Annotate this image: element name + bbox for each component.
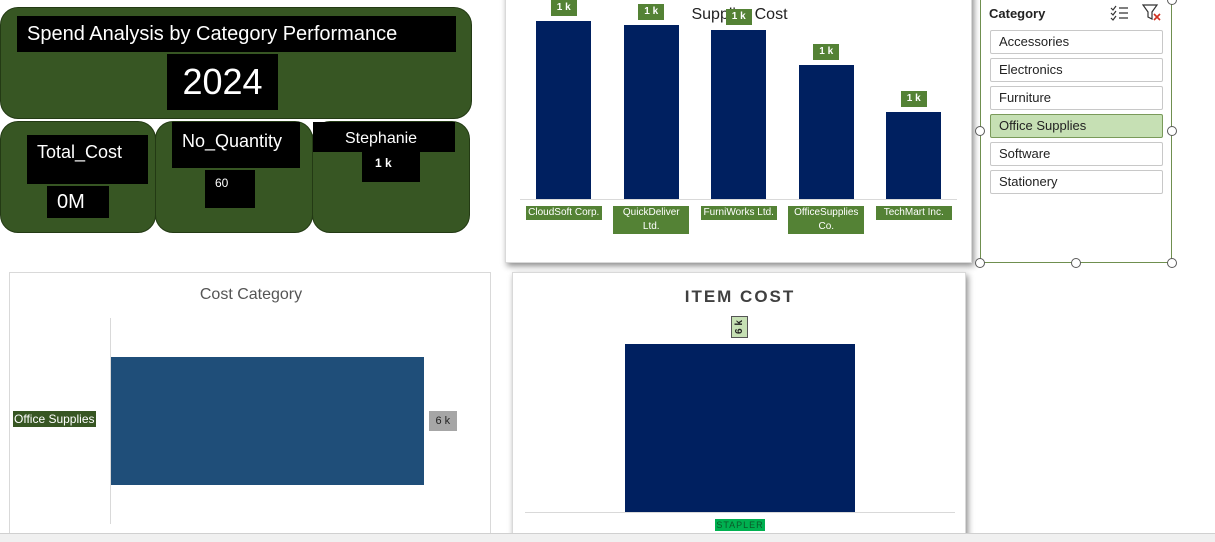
- kpi-quantity-card: No_Quantity 60: [155, 121, 313, 233]
- item-cost-axis: [525, 512, 955, 513]
- sheet-tab-bar[interactable]: [0, 533, 1215, 542]
- supplier-data-label: 1 k: [900, 90, 927, 107]
- slicer-item-electronics[interactable]: Electronics: [990, 58, 1163, 82]
- supplier-data-label: 1 k: [550, 0, 577, 17]
- kpi-name-label: Stephanie: [313, 122, 455, 152]
- item-cost-plot: 6 k STAPLER: [513, 273, 967, 542]
- slicer-item-accessories[interactable]: Accessories: [990, 30, 1163, 54]
- cost-category-plot: 6 k Office Supplies: [10, 273, 492, 542]
- kpi-quantity-label: No_Quantity: [172, 122, 300, 168]
- supplier-bar[interactable]: [798, 64, 854, 199]
- kpi-total-cost-label: Total_Cost: [27, 135, 148, 184]
- supplier-cost-chart[interactable]: Supplier Cost 1 k CloudSoft Corp. 1 k Quick…: [505, 0, 972, 263]
- kpi-quantity-value: 60: [205, 170, 255, 208]
- supplier-bar[interactable]: [623, 24, 679, 199]
- supplier-category-label: OfficeSupplies Co.: [788, 206, 865, 234]
- item-cost-data-label: 6 k: [731, 316, 748, 339]
- cost-category-label: Office Supplies: [13, 411, 96, 427]
- supplier-data-label: 1 k: [725, 8, 752, 25]
- multi-select-icon[interactable]: [1110, 5, 1130, 21]
- resize-handle[interactable]: [1167, 0, 1177, 5]
- resize-handle[interactable]: [1071, 258, 1081, 268]
- supplier-category-label: TechMart Inc.: [875, 206, 952, 220]
- resize-handle[interactable]: [1167, 258, 1177, 268]
- supplier-category-label: QuickDeliver Ltd.: [613, 206, 690, 234]
- slicer-item-software[interactable]: Software: [990, 142, 1163, 166]
- kpi-total-cost-value: 0M: [47, 186, 109, 218]
- resize-handle[interactable]: [975, 258, 985, 268]
- cost-category-axis: [110, 318, 111, 524]
- supplier-cost-plot: 1 k CloudSoft Corp. 1 k QuickDeliver Ltd. 1 …: [506, 0, 973, 264]
- cost-category-bar[interactable]: [111, 357, 424, 485]
- supplier-data-label: 1 k: [813, 43, 840, 60]
- year-value: 2024: [167, 54, 278, 110]
- supplier-data-label: 1 k: [638, 3, 665, 20]
- supplier-bar[interactable]: [711, 29, 767, 199]
- cost-category-chart[interactable]: Cost Category 6 k Office Supplies: [9, 272, 491, 542]
- resize-handle[interactable]: [1167, 126, 1177, 136]
- clear-filter-icon[interactable]: [1141, 4, 1162, 22]
- supplier-category-label: FurniWorks Ltd.: [700, 206, 777, 220]
- resize-handle[interactable]: [975, 126, 985, 136]
- page-title: Spend Analysis by Category Performance: [17, 16, 456, 52]
- cost-category-chart-title: Cost Category: [199, 286, 303, 303]
- slicer-item-stationery[interactable]: Stationery: [990, 170, 1163, 194]
- slicer-item-office-supplies[interactable]: Office Supplies: [990, 114, 1163, 138]
- supplier-cost-axis: [520, 199, 957, 200]
- category-slicer[interactable]: Category Accessories Electronics Furniture…: [975, 0, 1177, 268]
- cost-category-data-label: 6 k: [428, 411, 457, 431]
- supplier-bar[interactable]: [536, 21, 592, 199]
- item-cost-chart[interactable]: ITEM COST 6 k STAPLER: [512, 272, 966, 542]
- supplier-bar[interactable]: [886, 111, 942, 199]
- kpi-total-cost-card: Total_Cost 0M: [0, 121, 156, 233]
- slicer-title: Category: [989, 6, 1046, 21]
- kpi-name-card: Stephanie 1 k: [312, 121, 470, 233]
- item-cost-category-label: STAPLER: [715, 519, 765, 531]
- item-cost-bar[interactable]: [625, 344, 855, 512]
- kpi-name-value: 1 k: [362, 152, 420, 182]
- slicer-item-furniture[interactable]: Furniture: [990, 86, 1163, 110]
- item-cost-chart-title: ITEM COST: [684, 287, 796, 306]
- supplier-category-label: CloudSoft Corp.: [525, 206, 602, 220]
- title-card: Spend Analysis by Category Performance 2…: [0, 7, 472, 119]
